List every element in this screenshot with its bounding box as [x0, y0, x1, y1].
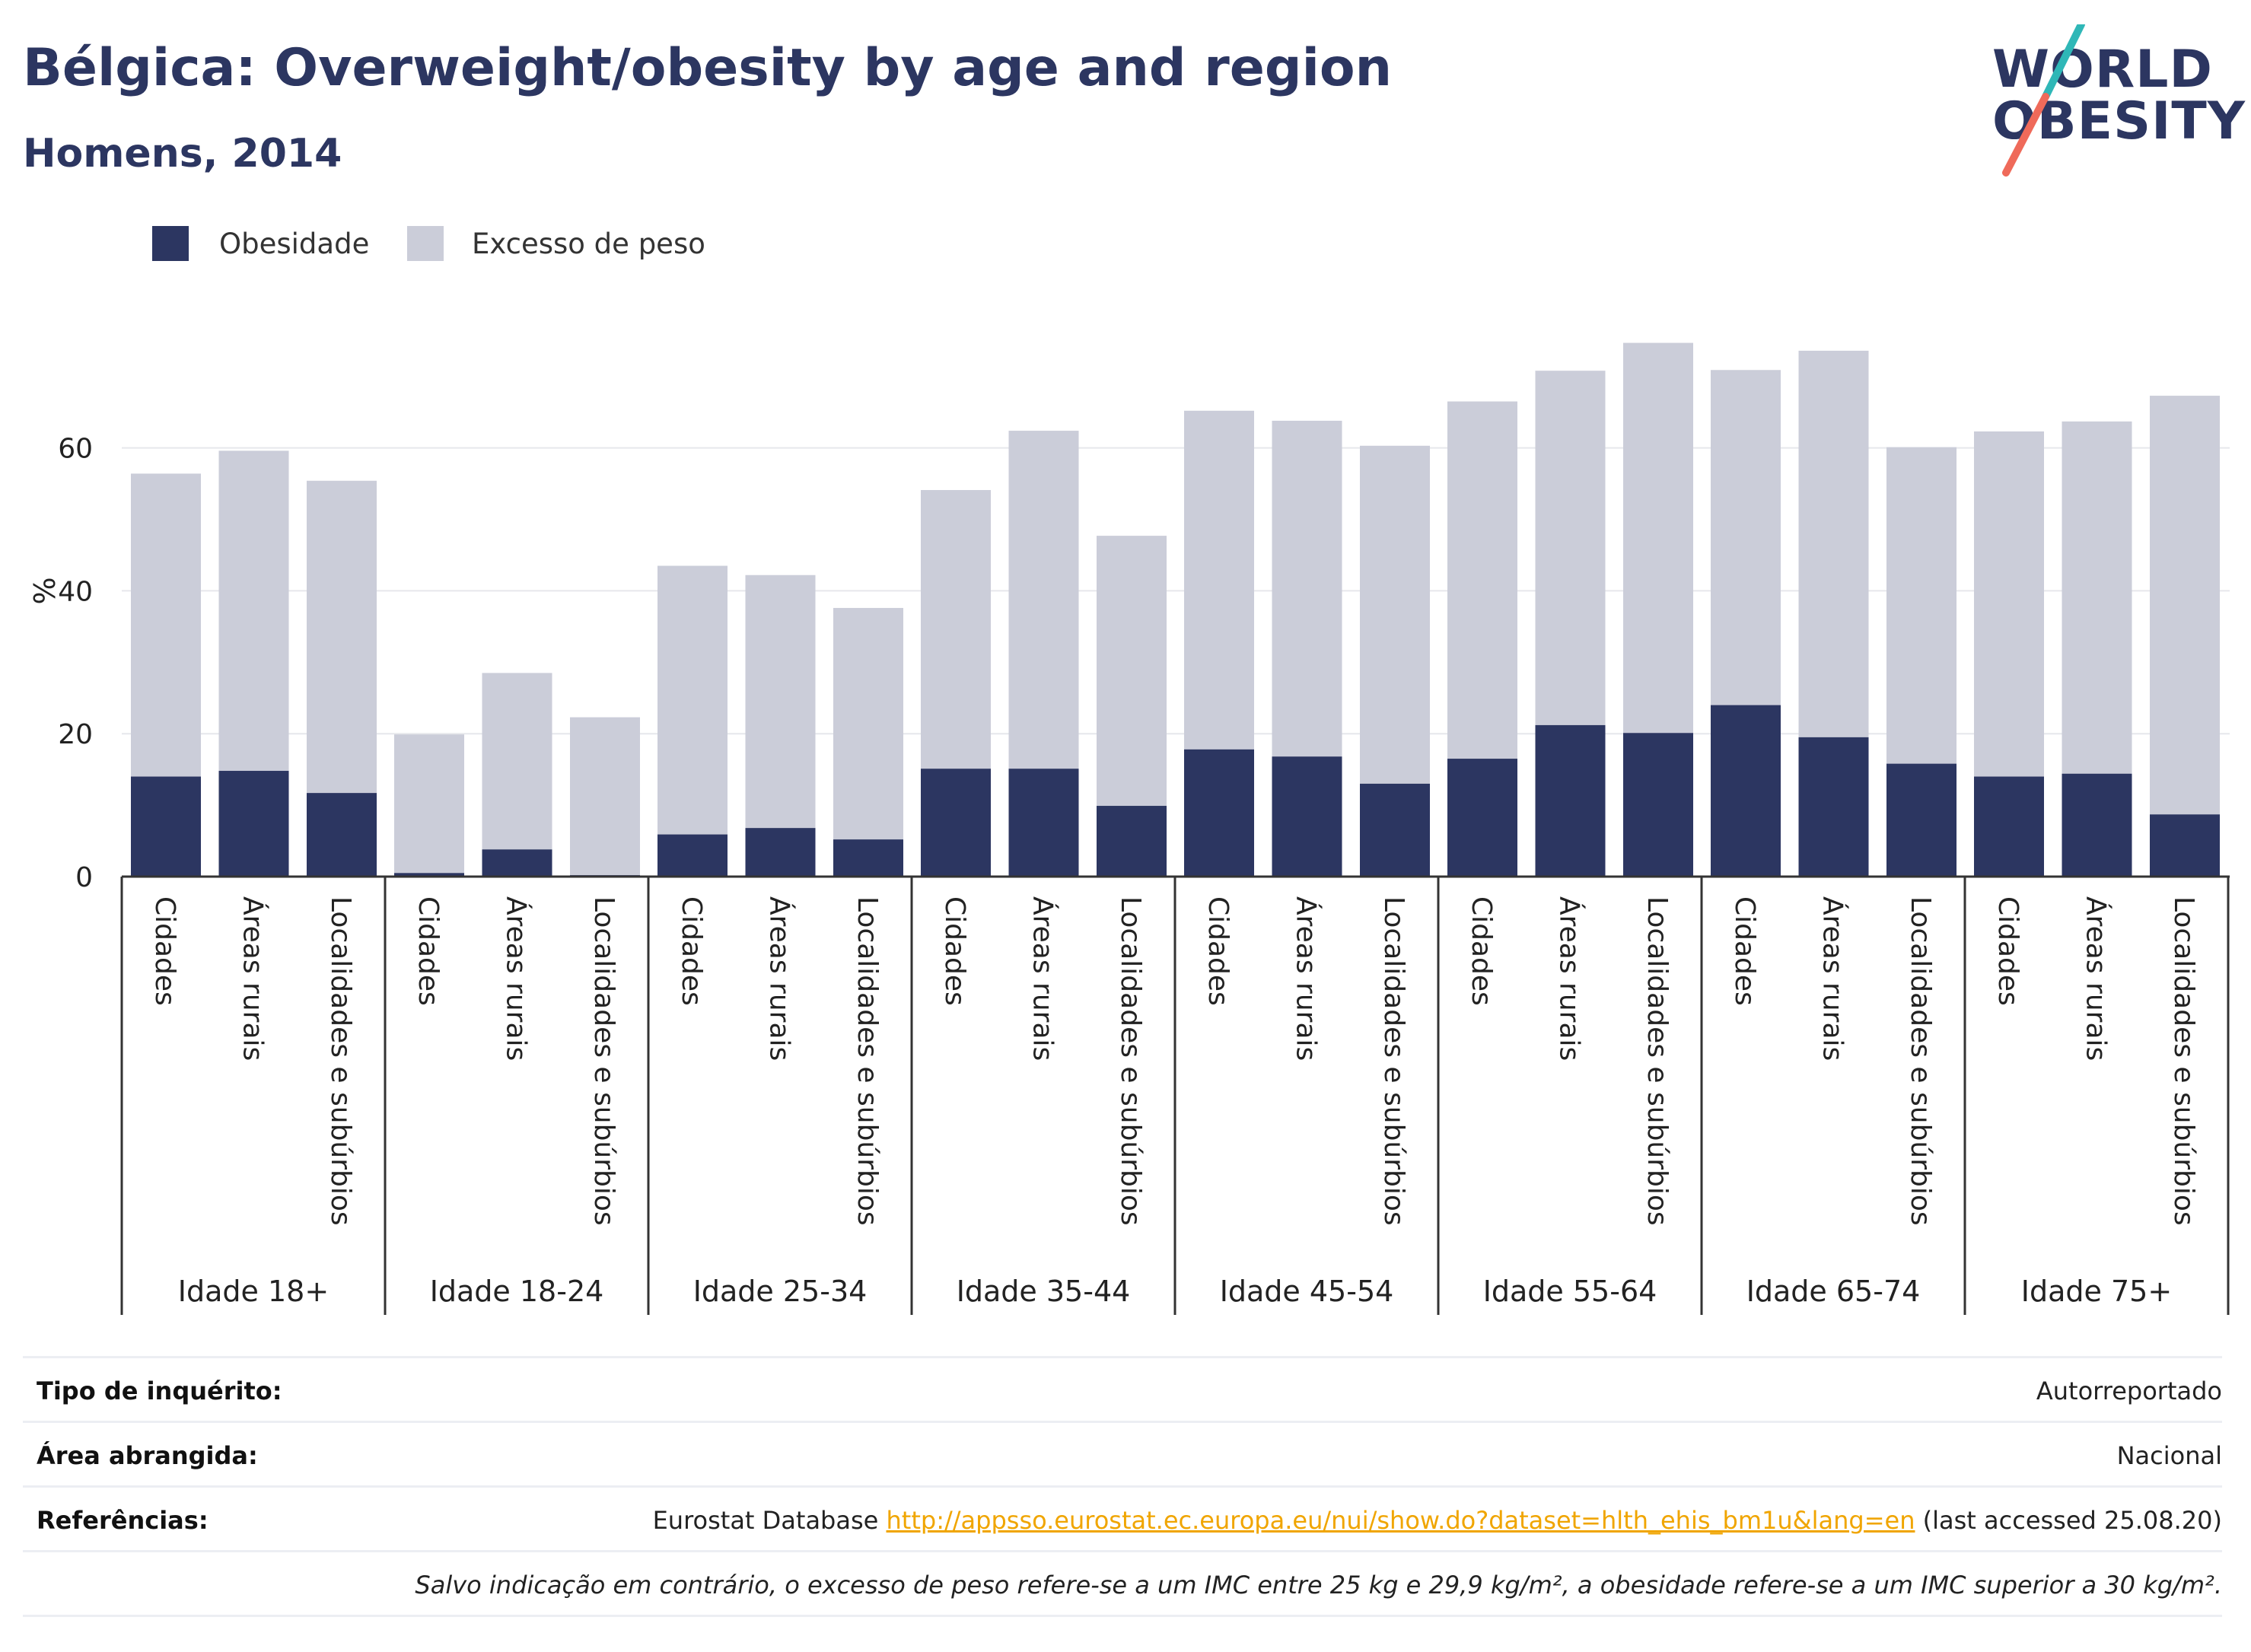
overweight-bar: [482, 673, 552, 877]
reference-suffix: (last accessed 25.08.20): [1915, 1506, 2222, 1535]
footer-key: Área abrangida:: [37, 1441, 258, 1470]
category-tick-label: Localidades e subúrbios: [1641, 896, 1673, 1226]
logo-slash-icon: [2002, 24, 2085, 177]
page-title: Bélgica: Overweight/obesity by age and r…: [23, 38, 1393, 98]
footer-table: Tipo de inquérito: Autorreportado Área a…: [23, 1356, 2222, 1617]
reference-link[interactable]: http://appsso.eurostat.ec.europa.eu/nui/…: [886, 1506, 1915, 1535]
obesity-bar: [1008, 769, 1079, 877]
category-tick-label: Cidades: [412, 896, 444, 1006]
category-tick-label: Localidades e subúrbios: [1905, 896, 1936, 1226]
age-group-label: Idade 18+: [178, 1275, 329, 1308]
category-tick-label: Cidades: [1729, 896, 1760, 1006]
age-group-label: Idade 18-24: [430, 1275, 604, 1308]
legend-label-obesity: Obesidade: [219, 228, 370, 260]
obesity-bar: [1097, 806, 1167, 877]
category-tick-label: Localidades e subúrbios: [588, 896, 619, 1226]
category-tick-label: Áreas rurais: [501, 896, 533, 1061]
y-tick-label: 40: [58, 576, 93, 607]
obesity-bar: [1184, 749, 1254, 877]
category-tick-label: Cidades: [676, 896, 707, 1006]
category-tick-label: Cidades: [1202, 896, 1234, 1006]
category-tick-label: Áreas rurais: [2081, 896, 2113, 1061]
category-tick-label: Áreas rurais: [1027, 896, 1059, 1061]
category-tick-label: Cidades: [939, 896, 970, 1006]
overweight-bar: [2150, 396, 2220, 877]
category-tick-label: Cidades: [1466, 896, 1497, 1006]
obesity-bar: [1535, 724, 1606, 877]
age-group-label: Idade 45-54: [1220, 1275, 1394, 1308]
legend-swatch-overweight: [407, 226, 444, 261]
footer-note: Salvo indicação em contrário, o excesso …: [415, 1571, 2222, 1599]
obesity-bar: [218, 771, 289, 877]
obesity-bar: [2062, 773, 2132, 877]
age-group-label: Idade 65-74: [1746, 1275, 1921, 1308]
legend-label-overweight: Excesso de peso: [472, 228, 705, 260]
page-subtitle: Homens, 2014: [23, 131, 342, 177]
age-group-label: Idade 25-34: [693, 1275, 868, 1308]
obesity-bar: [657, 834, 728, 877]
category-tick-label: Cidades: [1992, 896, 2023, 1006]
world-obesity-logo: WORLD OBESITY: [1971, 24, 2245, 177]
category-tick-label: Localidades e subúrbios: [852, 896, 883, 1226]
footer-row-note: Salvo indicação em contrário, o excesso …: [23, 1550, 2222, 1617]
overweight-bar: [657, 565, 728, 877]
reference-prefix: Eurostat Database: [652, 1506, 887, 1535]
category-tick-label: Áreas rurais: [1291, 896, 1323, 1061]
obesity-bar: [745, 828, 816, 877]
footer-key: Referências:: [37, 1506, 209, 1535]
obesity-bar: [2150, 814, 2220, 877]
category-tick-label: Áreas rurais: [1817, 896, 1849, 1061]
footer-row-references: Referências: Eurostat Database http://ap…: [23, 1485, 2222, 1550]
footer-row-survey-type: Tipo de inquérito: Autorreportado: [23, 1356, 2222, 1421]
footer-value: Nacional: [2116, 1441, 2222, 1470]
obesity-bar: [921, 769, 991, 877]
age-group-label: Idade 75+: [2021, 1275, 2172, 1308]
obesity-bar: [1974, 776, 2044, 877]
obesity-bar: [307, 793, 377, 877]
obesity-bar: [1711, 705, 1781, 877]
footer-key: Tipo de inquérito:: [37, 1377, 282, 1405]
obesity-bar: [1360, 783, 1430, 877]
category-tick-label: Cidades: [149, 896, 180, 1006]
overweight-bar: [745, 575, 816, 877]
obesity-bar: [394, 873, 464, 877]
age-group-label: Idade 35-44: [957, 1275, 1131, 1308]
obesity-bar: [482, 849, 552, 877]
footer-value: Autorreportado: [2036, 1377, 2222, 1405]
category-tick-label: Áreas rurais: [764, 896, 796, 1061]
y-tick-label: 0: [75, 862, 93, 893]
legend-swatch-obesity: [152, 226, 189, 261]
category-tick-label: Áreas rurais: [237, 896, 269, 1061]
y-axis-label: %: [28, 577, 62, 604]
obesity-bar: [1447, 759, 1517, 877]
category-tick-label: Localidades e subúrbios: [2168, 896, 2199, 1226]
overweight-bar: [833, 607, 903, 877]
obesity-bar: [1798, 737, 1869, 877]
footer-value: Eurostat Database http://appsso.eurostat…: [653, 1506, 2222, 1535]
overweight-bar: [570, 717, 640, 877]
footer-row-coverage: Área abrangida: Nacional: [23, 1421, 2222, 1485]
obesity-bar: [1623, 733, 1693, 877]
bar-chart: 0 20 40 60% Cidades Áreas rurais Localidades e…: [28, 342, 2230, 1315]
age-group-label: Idade 55-64: [1483, 1275, 1657, 1308]
category-tick-label: Localidades e subúrbios: [325, 896, 356, 1226]
obesity-bar: [1886, 763, 1956, 877]
y-tick-label: 60: [58, 434, 93, 465]
obesity-bar: [131, 776, 201, 877]
obesity-bar: [833, 839, 903, 877]
category-tick-label: Localidades e subúrbios: [1115, 896, 1146, 1226]
y-tick-label: 20: [58, 719, 93, 750]
category-tick-label: Localidades e subúrbios: [1378, 896, 1409, 1226]
category-tick-label: Áreas rurais: [1554, 896, 1586, 1061]
obesity-bar: [1272, 756, 1342, 877]
overweight-bar: [394, 734, 464, 877]
logo-line1: WORLD: [1992, 40, 2213, 100]
